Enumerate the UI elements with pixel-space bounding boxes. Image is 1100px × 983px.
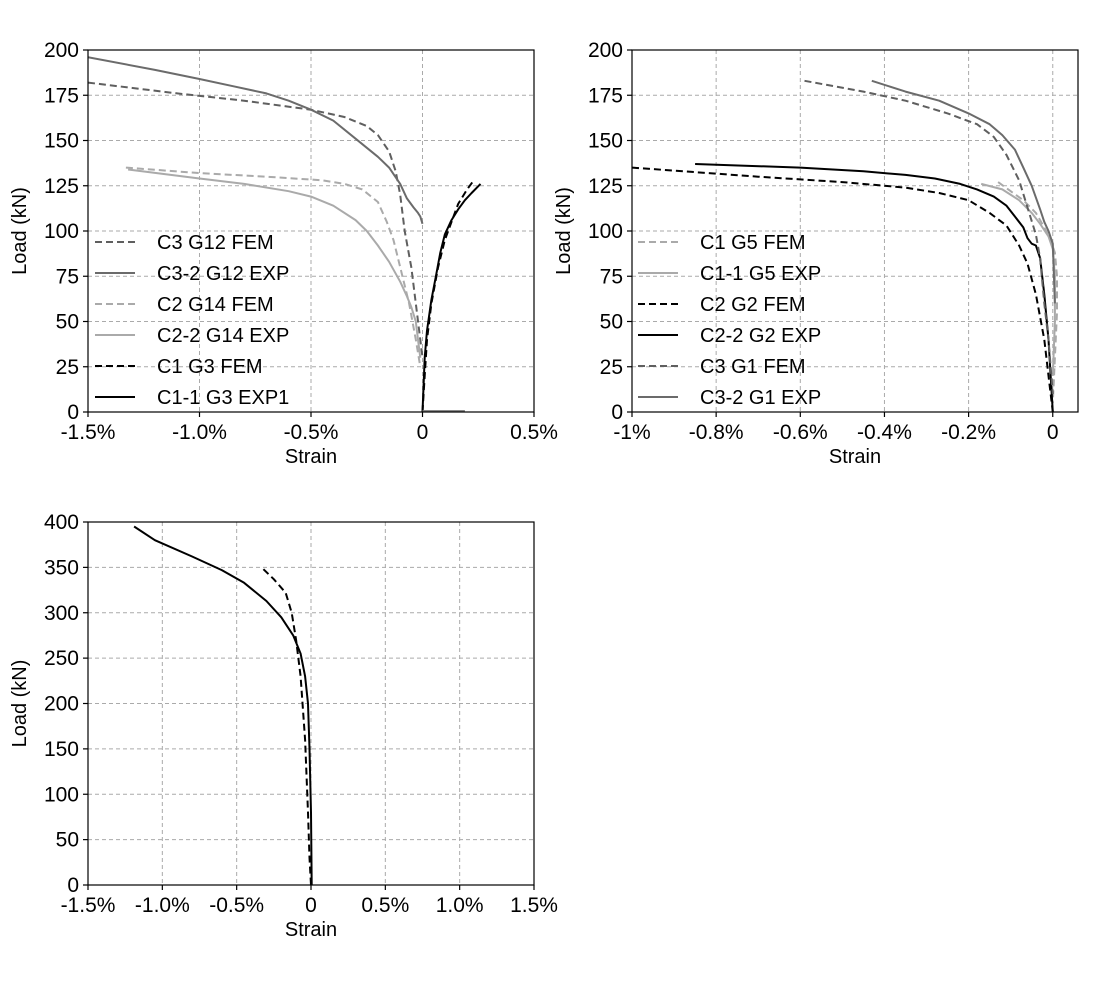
y-tick-label: 125 [588, 175, 623, 198]
y-tick-label: 200 [44, 39, 79, 62]
legend-label: C3-2 G1 EXP [700, 387, 821, 409]
y-tick-label: 100 [44, 783, 79, 806]
x-tick-label: -0.2% [941, 421, 996, 444]
x-tick-label: 0.5% [361, 894, 409, 917]
x-tick-label: 0.5% [510, 421, 558, 444]
chart-2: -1% -0.8% -0.6% -0.4% -0.2% 0 0 25 50 75 100 125 150… [553, 39, 1079, 468]
y-tick-label: 175 [588, 84, 623, 107]
legend-label: C1 G5 FEM [700, 232, 806, 254]
legend-label: C1-1 G3 EXP1 [157, 387, 289, 409]
series-line-6 [421, 183, 482, 412]
legend-label: C3 G1 FEM [700, 356, 806, 378]
legend: C3 G12 FEM C3-2 G12 EXP C2 G14 FEM C2-2 G14… [95, 232, 289, 409]
x-axis-label: Strain [829, 446, 881, 468]
chart-3: -1.5% -1.0% -0.5% 0 0.5% 1.0% 1.5% 0 50 100 150 200… [9, 511, 558, 941]
y-tick-label: 100 [44, 220, 79, 243]
legend-label: C2 G14 FEM [157, 294, 274, 316]
series-line-2 [133, 525, 313, 885]
legend-label: C3-2 G12 EXP [157, 263, 289, 285]
y-tick-label: 100 [588, 220, 623, 243]
y-tick-label: 350 [44, 556, 79, 579]
y-tick-label: 0 [611, 401, 623, 424]
series-line-6 [871, 79, 1056, 304]
legend-label: C2-2 G14 EXP [157, 325, 289, 347]
legend-label: C2-2 G2 EXP [700, 325, 821, 347]
y-tick-label: 50 [56, 829, 79, 852]
y-tick-label: 50 [600, 311, 623, 334]
x-tick-label: -0.5% [209, 894, 264, 917]
y-axis-label: Load (kN) [9, 660, 31, 748]
legend-label: C1 G3 FEM [157, 356, 263, 378]
y-axis-label: Load (kN) [9, 187, 31, 275]
series-line-5 [421, 179, 475, 412]
y-tick-label: 150 [44, 738, 79, 761]
series-line-4 [127, 168, 422, 358]
x-tick-label: -0.6% [773, 421, 828, 444]
x-tick-label: -1.0% [172, 421, 227, 444]
series-line-1 [262, 568, 312, 885]
y-tick-label: 150 [44, 130, 79, 153]
series-line-2 [980, 182, 1056, 376]
legend: C1 G5 FEM C1-1 G5 EXP C2 G2 FEM C2-2 G2 EXP… [638, 232, 821, 409]
y-tick-label: 75 [600, 265, 623, 288]
y-tick-label: 200 [44, 693, 79, 716]
x-tick-label: -0.4% [857, 421, 912, 444]
legend-label: C1-1 G5 EXP [700, 263, 821, 285]
chart-1: -1.5% -1.0% -0.5% 0 0.5% 0 25 50 75 100 125 150 175 2… [9, 39, 558, 468]
x-tick-label: 1.5% [510, 894, 558, 917]
x-tick-label: -0.5% [284, 421, 339, 444]
x-axis-label: Strain [285, 446, 337, 468]
series-line-3 [632, 166, 1054, 412]
x-tick-label: -0.8% [689, 421, 744, 444]
x-tick-label: 0 [417, 421, 429, 444]
y-tick-label: 25 [56, 356, 79, 379]
y-tick-label: 0 [67, 874, 79, 897]
y-tick-label: 200 [588, 39, 623, 62]
y-tick-label: 0 [67, 401, 79, 424]
y-tick-label: 175 [44, 84, 79, 107]
x-axis-label: Strain [285, 919, 337, 941]
legend-label: C3 G12 FEM [157, 232, 274, 254]
series-line-5 [804, 79, 1054, 394]
y-tick-label: 250 [44, 647, 79, 670]
x-tick-label: 0 [1047, 421, 1059, 444]
x-tick-label: -1.0% [135, 894, 190, 917]
y-axis-label: Load (kN) [553, 187, 575, 275]
legend-label: C2 G2 FEM [700, 294, 806, 316]
x-tick-label: -1.5% [61, 894, 116, 917]
x-tick-label: -1% [613, 421, 650, 444]
y-tick-label: 50 [56, 311, 79, 334]
x-tick-label: -1.5% [61, 421, 116, 444]
y-tick-label: 125 [44, 175, 79, 198]
series-line-2 [88, 56, 424, 225]
y-tick-label: 400 [44, 511, 79, 534]
x-tick-label: 0 [305, 894, 317, 917]
y-tick-label: 150 [588, 130, 623, 153]
y-tick-label: 25 [600, 356, 623, 379]
series-line-1 [997, 181, 1058, 403]
series-line-1 [88, 81, 424, 358]
x-tick-label: 1.0% [436, 894, 484, 917]
y-tick-label: 75 [56, 265, 79, 288]
y-tick-label: 300 [44, 602, 79, 625]
